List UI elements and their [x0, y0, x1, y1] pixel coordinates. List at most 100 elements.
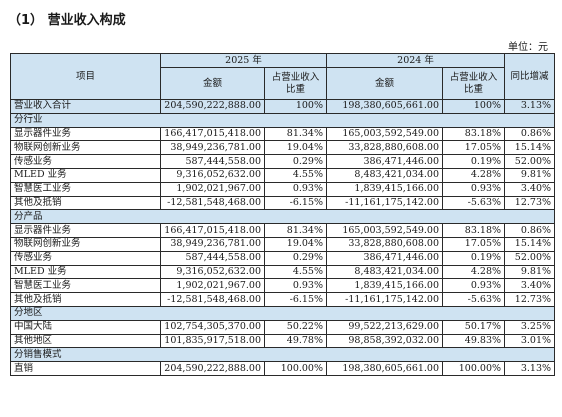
total-amount-2025: 204,590,222,888.00 — [160, 99, 265, 114]
cell-yoy: 3.40% — [504, 181, 556, 197]
cell-amount-2025: 38,949,236,781.00 — [160, 140, 265, 156]
table-row: MLED 业务 9,316,052,632.00 4.55% 8,483,421,03… — [10, 167, 556, 183]
header-amount-2024: 金额 — [326, 67, 444, 100]
total-ratio-2025: 100% — [263, 99, 328, 114]
cell-ratio-2024: 83.18% — [442, 126, 506, 142]
header-ratio-2024: 占营业收入比重 — [442, 67, 506, 100]
cell-ratio-2025: 0.93% — [263, 181, 328, 197]
cell-label: 传感业务 — [10, 250, 161, 266]
table-row: 传感业务 587,444,558.00 0.29% 386,471,446.00 0.1… — [10, 250, 556, 266]
cell-yoy: 15.14% — [504, 236, 556, 252]
cell-yoy: 0.86% — [504, 126, 556, 142]
cell-amount-2024: 165,003,592,549.00 — [326, 223, 444, 238]
cell-ratio-2024: -5.63% — [442, 292, 506, 307]
cell-amount-2024: 98,858,392,032.00 — [326, 333, 444, 349]
cell-ratio-2025: 0.29% — [263, 154, 328, 169]
cell-label: 直销 — [10, 361, 161, 376]
cell-ratio-2025: 4.55% — [263, 167, 328, 183]
cell-amount-2025: 9,316,052,632.00 — [160, 264, 265, 280]
table-row: MLED 业务 9,316,052,632.00 4.55% 8,483,421,03… — [10, 264, 556, 280]
cell-amount-2025: 587,444,558.00 — [160, 250, 265, 266]
cell-yoy: 12.73% — [504, 195, 556, 211]
cell-ratio-2025: 0.29% — [263, 250, 328, 266]
table-row: 智慧医工业务 1,902,021,967.00 0.93% 1,839,415,166… — [10, 181, 556, 197]
cell-label: MLED 业务 — [10, 167, 161, 183]
cell-amount-2024: 33,828,880,608.00 — [326, 140, 444, 156]
total-row: 营业收入合计 204,590,222,888.00 100% 198,380,6… — [10, 99, 556, 114]
section-name: 分销售模式 — [9, 347, 556, 363]
table-row: 智慧医工业务 1,902,021,967.00 0.93% 1,839,415,166… — [10, 278, 556, 294]
cell-amount-2024: 386,471,446.00 — [326, 154, 444, 169]
total-ratio-2024: 100% — [442, 99, 506, 114]
cell-label: 其他及抵销 — [10, 195, 161, 211]
cell-ratio-2025: 81.34% — [263, 223, 328, 238]
cell-ratio-2024: 50.17% — [442, 319, 506, 335]
cutoff-footnote — [20, 410, 380, 417]
unit-label: 单位：元 — [508, 42, 548, 53]
table-row: 显示器件业务 166,417,015,418.00 81.34% 165,003,59… — [10, 223, 556, 238]
cell-ratio-2024: 49.83% — [442, 333, 506, 349]
header-year-2025: 2025 年 — [159, 53, 328, 68]
cell-ratio-2024: 4.28% — [442, 167, 506, 183]
cell-label: 其他地区 — [10, 333, 161, 349]
header-ratio-2025: 占营业收入比重 — [263, 67, 328, 100]
cell-ratio-2025: -6.15% — [263, 292, 328, 307]
cell-ratio-2025: 81.34% — [263, 126, 328, 142]
cell-yoy: 9.81% — [504, 264, 556, 280]
cell-ratio-2024: 0.93% — [442, 278, 506, 294]
cell-amount-2024: -11,161,175,142.00 — [326, 195, 444, 211]
cell-ratio-2025: 19.04% — [263, 236, 328, 252]
cell-yoy: 0.86% — [504, 223, 556, 238]
cell-amount-2024: 1,839,415,166.00 — [326, 278, 444, 294]
cell-ratio-2025: 19.04% — [263, 140, 328, 156]
cell-ratio-2024: 0.93% — [442, 181, 506, 197]
cell-label: 显示器件业务 — [10, 223, 161, 238]
cell-ratio-2024: 0.19% — [442, 250, 506, 266]
cell-amount-2024: -11,161,175,142.00 — [326, 292, 444, 307]
cell-label: 显示器件业务 — [10, 126, 161, 142]
cell-amount-2025: 1,902,021,967.00 — [160, 278, 265, 294]
section-title: （1） 营业收入构成 — [8, 13, 126, 28]
total-yoy: 3.13% — [504, 99, 556, 114]
section-name: 分地区 — [9, 305, 556, 321]
cell-amount-2025: -12,581,548,468.00 — [160, 195, 265, 211]
cell-amount-2024: 99,522,213,629.00 — [326, 319, 444, 335]
cell-label: 物联网创新业务 — [10, 236, 161, 252]
header-year-2024: 2024 年 — [326, 53, 506, 68]
cell-amount-2024: 8,483,421,034.00 — [326, 264, 444, 280]
cell-yoy: 3.01% — [504, 333, 556, 349]
cell-amount-2025: 166,417,015,418.00 — [160, 223, 265, 238]
header-amount-2025: 金额 — [160, 67, 265, 100]
cell-ratio-2024: 17.05% — [442, 236, 506, 252]
total-amount-2024: 198,380,605,661.00 — [326, 99, 444, 114]
cell-amount-2025: 38,949,236,781.00 — [160, 236, 265, 252]
table-row: 显示器件业务 166,417,015,418.00 81.34% 165,003,59… — [10, 126, 556, 142]
table-row: 其他及抵销 -12,581,548,468.00 -6.15% -11,161,175… — [10, 195, 556, 211]
cell-amount-2025: 9,316,052,632.00 — [160, 167, 265, 183]
cell-ratio-2025: 100.00% — [263, 361, 328, 376]
cell-label: 物联网创新业务 — [10, 140, 161, 156]
cell-ratio-2025: 49.78% — [263, 333, 328, 349]
cell-amount-2024: 165,003,592,549.00 — [326, 126, 444, 142]
cell-yoy: 52.00% — [504, 154, 556, 169]
table-row: 传感业务 587,444,558.00 0.29% 386,471,446.00 0.1… — [10, 154, 556, 169]
cell-yoy: 9.81% — [504, 167, 556, 183]
cell-ratio-2024: 100.00% — [442, 361, 506, 376]
table-row: 中国大陆 102,754,305,370.00 50.22% 99,522,213,6… — [10, 319, 556, 335]
cell-yoy: 3.40% — [504, 278, 556, 294]
cell-yoy: 12.73% — [504, 292, 556, 307]
cell-label: 智慧医工业务 — [10, 181, 161, 197]
cell-ratio-2025: 50.22% — [263, 319, 328, 335]
cell-ratio-2025: 4.55% — [263, 264, 328, 280]
cell-yoy: 3.13% — [504, 361, 556, 376]
table-row: 其他地区 101,835,917,518.00 49.78% 98,858,392,0… — [10, 333, 556, 349]
cell-ratio-2025: -6.15% — [263, 195, 328, 211]
cell-yoy: 52.00% — [504, 250, 556, 266]
cell-amount-2025: 102,754,305,370.00 — [160, 319, 265, 335]
section-header-row: 分行业 — [9, 112, 556, 128]
cell-ratio-2024: 83.18% — [442, 223, 506, 238]
cell-amount-2025: 1,902,021,967.00 — [160, 181, 265, 197]
cell-amount-2024: 198,380,605,661.00 — [326, 361, 444, 376]
cell-ratio-2024: 17.05% — [442, 140, 506, 156]
table-row: 物联网创新业务 38,949,236,781.00 19.04% 33,828,880… — [10, 140, 556, 156]
